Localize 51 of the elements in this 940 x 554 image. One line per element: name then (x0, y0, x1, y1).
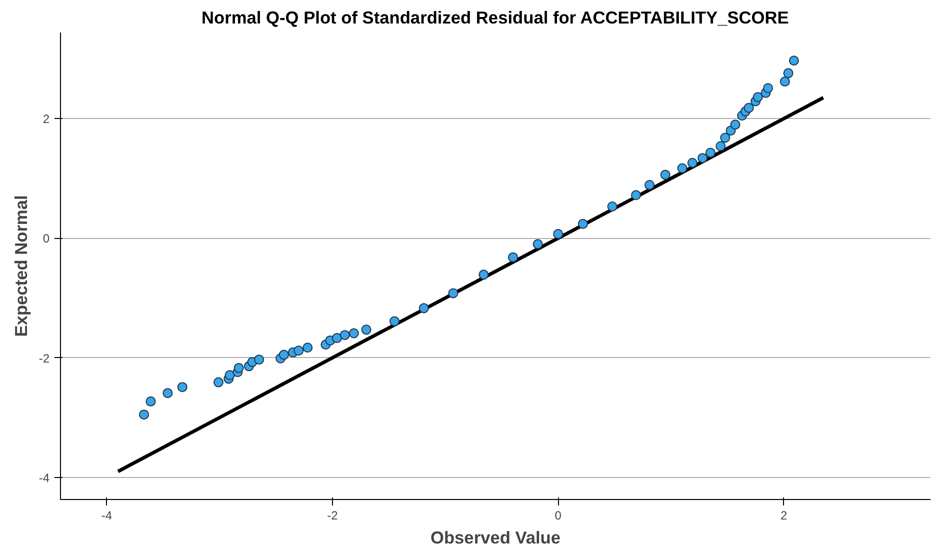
point (340, 330, 350, 340)
point (361, 324, 372, 335)
x-tick-label: 0 (554, 508, 562, 522)
point (294, 346, 304, 356)
point (716, 141, 726, 152)
y-tick-label: -2 (38, 351, 50, 366)
point (448, 288, 458, 298)
point (578, 218, 588, 229)
x-tick-label: -2 (327, 508, 338, 522)
point (224, 370, 235, 380)
point (162, 388, 173, 398)
point (698, 153, 708, 164)
point (553, 229, 564, 239)
point (234, 362, 244, 373)
x-axis-title: Observed Value (430, 528, 561, 548)
point (177, 382, 188, 392)
point (478, 270, 489, 280)
point (254, 354, 264, 365)
y-tick-label: 0 (42, 232, 50, 246)
point (348, 328, 359, 338)
point (532, 239, 543, 250)
point (139, 410, 149, 420)
point (730, 120, 740, 130)
point (508, 252, 518, 262)
point (332, 333, 342, 344)
point (720, 132, 730, 143)
point (744, 102, 754, 113)
point (763, 83, 774, 94)
y-axis-title: Expected Normal (10, 195, 31, 337)
x-tick-label: -4 (101, 508, 112, 522)
x-tick-label: 2 (780, 508, 788, 522)
point (418, 303, 429, 314)
point (213, 377, 224, 388)
point (783, 68, 794, 78)
point (146, 396, 156, 406)
chart-title: Normal Q-Q Plot of Standardized Residual for ACCEPTABILITY_SCORE (202, 8, 789, 28)
point (752, 92, 763, 102)
y-tick-label: 2 (42, 112, 50, 126)
point (278, 350, 289, 360)
point (780, 76, 790, 87)
y-tick-label: -4 (38, 470, 50, 485)
point (390, 316, 400, 326)
point (302, 342, 313, 353)
point (687, 158, 698, 168)
point (630, 190, 641, 200)
point (677, 163, 688, 174)
point (644, 180, 655, 190)
point (660, 170, 670, 180)
point (705, 148, 716, 158)
point (607, 202, 618, 212)
point (788, 56, 799, 66)
